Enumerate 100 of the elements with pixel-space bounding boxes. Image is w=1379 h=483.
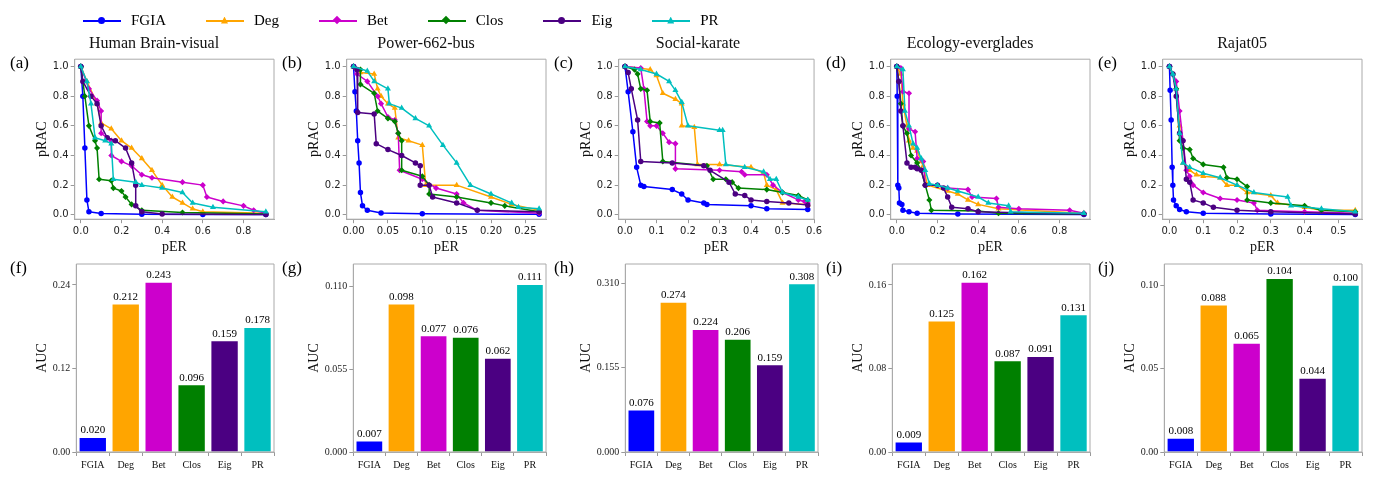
y-axis-title: AUC	[34, 343, 50, 373]
y-tick-label: 0.10	[1140, 279, 1159, 291]
y-tick-label: 0.00	[868, 445, 887, 457]
data-label: 0.087	[995, 346, 1021, 359]
y-tick-label: 0.4	[52, 149, 69, 161]
x-tick-label: Deg	[665, 458, 682, 470]
y-tick-label: 0.00	[52, 445, 71, 457]
x-tick-label: PR	[251, 458, 264, 470]
x-tick-label: Deg	[117, 458, 135, 470]
data-label: 0.076	[453, 323, 479, 336]
y-axis-title: pRAC	[578, 121, 594, 158]
y-tick-label: 0.000	[596, 445, 620, 457]
x-tick-label: 0.3	[711, 224, 728, 236]
y-axis-title: AUC	[1122, 343, 1138, 373]
x-tick-label: Deg	[1205, 458, 1223, 470]
x-tick-label: Eig	[490, 458, 505, 470]
x-tick-label: FGIA	[1169, 458, 1194, 470]
data-label: 0.098	[389, 290, 415, 302]
data-label: 0.162	[962, 268, 988, 281]
data-label: 0.212	[113, 289, 139, 302]
data-label: 0.008	[1168, 424, 1194, 437]
y-tick-label: 0.4	[596, 149, 613, 161]
y-tick-label: 0.2	[52, 178, 69, 190]
y-tick-label: 0.16	[868, 278, 887, 290]
data-label: 0.274	[661, 288, 687, 301]
x-tick-label: 0.4	[970, 224, 987, 236]
x-tick-label: 0.20	[479, 224, 503, 236]
y-tick-label: 0.2	[1140, 178, 1157, 190]
x-tick-label: 0.0	[72, 224, 89, 236]
y-tick-label: 0.00	[1140, 445, 1159, 457]
x-tick-label: 0.1	[1195, 224, 1212, 236]
y-tick-label: 0.8	[596, 89, 613, 101]
x-axis-title: pER	[1249, 239, 1276, 255]
x-tick-label: 0.2	[929, 224, 946, 236]
data-label: 0.020	[80, 423, 106, 436]
x-tick-label: 0.0	[617, 224, 633, 236]
data-label: 0.077	[421, 321, 447, 334]
data-label: 0.125	[929, 306, 955, 319]
y-tick-label: 0.0	[596, 208, 613, 220]
x-tick-label: 0.25	[514, 224, 537, 236]
data-label: 0.131	[1061, 300, 1086, 313]
x-axis-title: pER	[977, 239, 1004, 255]
text: (c)	[554, 53, 573, 73]
x-tick-label: Clos	[456, 458, 475, 470]
x-tick-label: FGIA	[81, 458, 106, 470]
x-tick-label: PR	[1067, 458, 1080, 470]
x-tick-label: PR	[795, 458, 809, 470]
x-tick-label: 0.4	[1296, 224, 1313, 236]
x-tick-label: Eig	[217, 458, 232, 470]
data-label: 0.308	[789, 269, 815, 282]
y-tick-label: 0.000	[324, 445, 348, 457]
x-tick-label: 0.6	[194, 224, 211, 236]
chart-title: Social-karate	[655, 33, 741, 51]
y-tick-label: 1.0	[868, 60, 885, 72]
x-tick-label: 0.15	[445, 224, 468, 236]
x-tick-label: Bet	[1239, 458, 1254, 470]
chart-title: Power-662-bus	[377, 33, 475, 51]
y-tick-label: 0.310	[596, 276, 620, 288]
x-axis-title: pER	[161, 239, 188, 255]
chart-title: Rajat05	[1217, 33, 1267, 52]
y-tick-label: 0.6	[868, 119, 885, 131]
y-axis-title: pRAC	[850, 121, 866, 158]
legend-label: PR	[700, 11, 719, 29]
y-tick-label: 0.2	[324, 178, 341, 190]
y-tick-label: 0.2	[868, 178, 885, 190]
y-tick-label: 0.110	[325, 280, 348, 292]
y-tick-label: 0.0	[868, 208, 885, 220]
x-tick-label: 0.8	[235, 224, 252, 236]
x-tick-label: PR	[523, 458, 537, 470]
y-tick-label: 0.8	[52, 89, 69, 101]
x-tick-label: FGIA	[629, 458, 654, 470]
y-tick-label: 0.24	[52, 278, 71, 290]
data-label: 0.224	[693, 315, 719, 328]
y-tick-label: 1.0	[324, 60, 341, 72]
data-label: 0.088	[1201, 290, 1227, 303]
y-tick-label: 0.0	[52, 208, 69, 220]
y-tick-label: 0.6	[52, 119, 69, 131]
x-tick-label: Clos	[998, 458, 1017, 470]
y-tick-label: 0.8	[324, 89, 341, 101]
x-tick-label: Eig	[1033, 458, 1048, 470]
y-axis-title: AUC	[578, 343, 594, 373]
x-tick-label: Bet	[151, 458, 166, 470]
text: (e)	[1098, 53, 1117, 73]
y-axis-title: pRAC	[306, 121, 322, 158]
x-tick-label: 0.3	[1262, 224, 1279, 236]
y-axis-title: AUC	[306, 343, 322, 373]
data-label: 0.104	[1267, 264, 1293, 277]
x-tick-label: Clos	[182, 458, 201, 470]
y-axis-title: pRAC	[1122, 121, 1138, 158]
x-axis-title: pER	[433, 239, 460, 255]
x-tick-label: Bet	[426, 458, 441, 470]
data-label: 0.091	[1028, 342, 1053, 355]
text: (j)	[1098, 257, 1115, 277]
x-tick-label: 0.4	[743, 224, 759, 236]
y-tick-label: 0.2	[596, 178, 613, 190]
y-tick-label: 0.055	[324, 362, 348, 374]
x-tick-label: Clos	[1270, 458, 1289, 470]
y-tick-label: 0.8	[1140, 89, 1157, 101]
x-tick-label: 0.2	[1229, 224, 1245, 236]
y-tick-label: 0.4	[1140, 149, 1157, 161]
